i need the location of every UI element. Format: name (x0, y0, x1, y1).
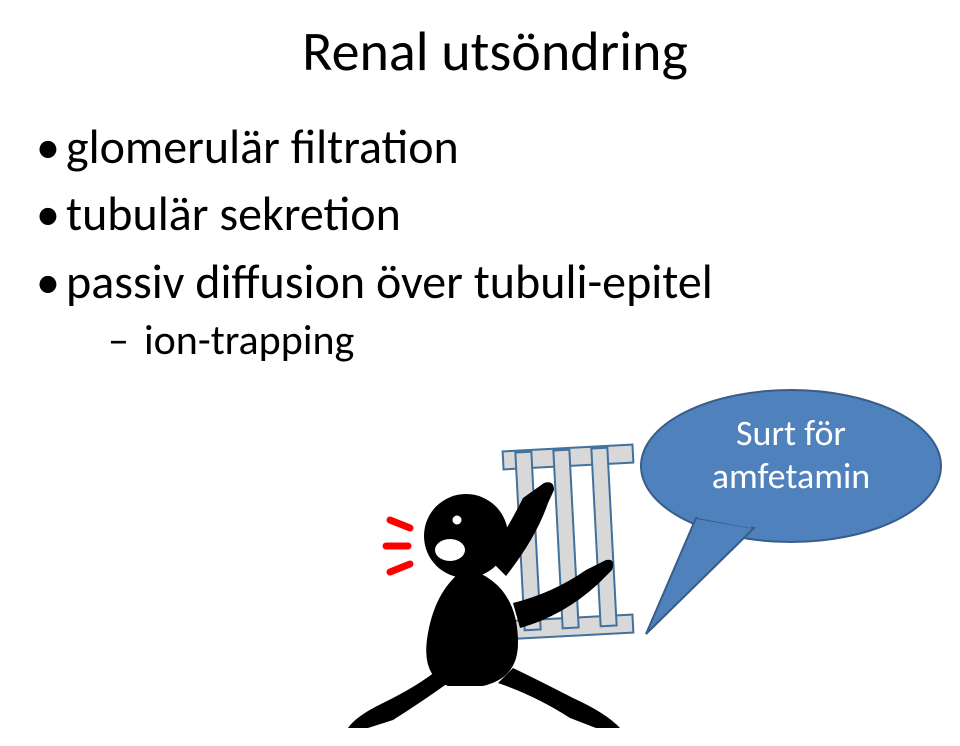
speech-line-1: Surt för (736, 411, 846, 455)
speech-text: Surt för amfetamin (636, 412, 946, 498)
bullet-list: glomerulär filtration tubulär sekretion … (36, 116, 713, 373)
speech-bubble: Surt för amfetamin (636, 386, 946, 646)
bullet-item: glomerulär filtration (36, 116, 713, 177)
slide-title: Renal utsöndring (0, 18, 960, 86)
bullet-item: passiv diffusion över tubuli-epitel ion-… (36, 251, 713, 367)
cartoon-figure (348, 428, 648, 728)
bullet-text: passiv diffusion över tubuli-epitel (66, 252, 713, 311)
sub-list: ion-trapping (108, 316, 713, 366)
sub-item: ion-trapping (108, 316, 713, 366)
shout-lines-icon (386, 520, 410, 572)
bullet-item: tubulär sekretion (36, 183, 713, 244)
speech-line-2: amfetamin (712, 454, 870, 498)
